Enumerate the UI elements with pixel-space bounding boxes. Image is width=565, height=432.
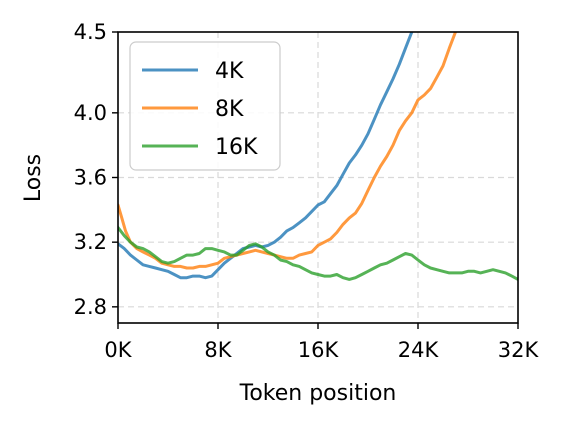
axis-ticks: 0K 8K 16K 24K 32K 2.8 3.2 3.6 4.0 4.5 [74,20,540,362]
legend-label-16k: 16K [215,135,258,160]
y-tick-label: 4.5 [74,20,107,44]
series-lines [118,32,518,281]
y-axis-label: Loss [21,154,46,202]
x-tick-label: 16K [298,338,340,362]
x-tick-label: 0K [104,338,132,362]
legend-label-8k: 8K [215,97,244,122]
x-tick-label: 32K [498,338,540,362]
series-line-8k [118,32,457,270]
series-line-4k [118,32,414,280]
x-tick-label: 24K [398,338,440,362]
y-tick-label: 3.6 [74,166,107,190]
legend-label-4k: 4K [215,59,244,84]
y-tick-label: 3.2 [74,230,107,254]
y-tick-label: 2.8 [74,295,107,319]
legend-box [129,41,281,171]
y-tick-label: 4.0 [74,101,107,125]
x-tick-label: 8K [204,338,232,362]
x-axis-label: Token position [239,381,397,406]
legend: 4K 8K 16K [129,41,281,171]
series-line-16k [118,226,518,281]
